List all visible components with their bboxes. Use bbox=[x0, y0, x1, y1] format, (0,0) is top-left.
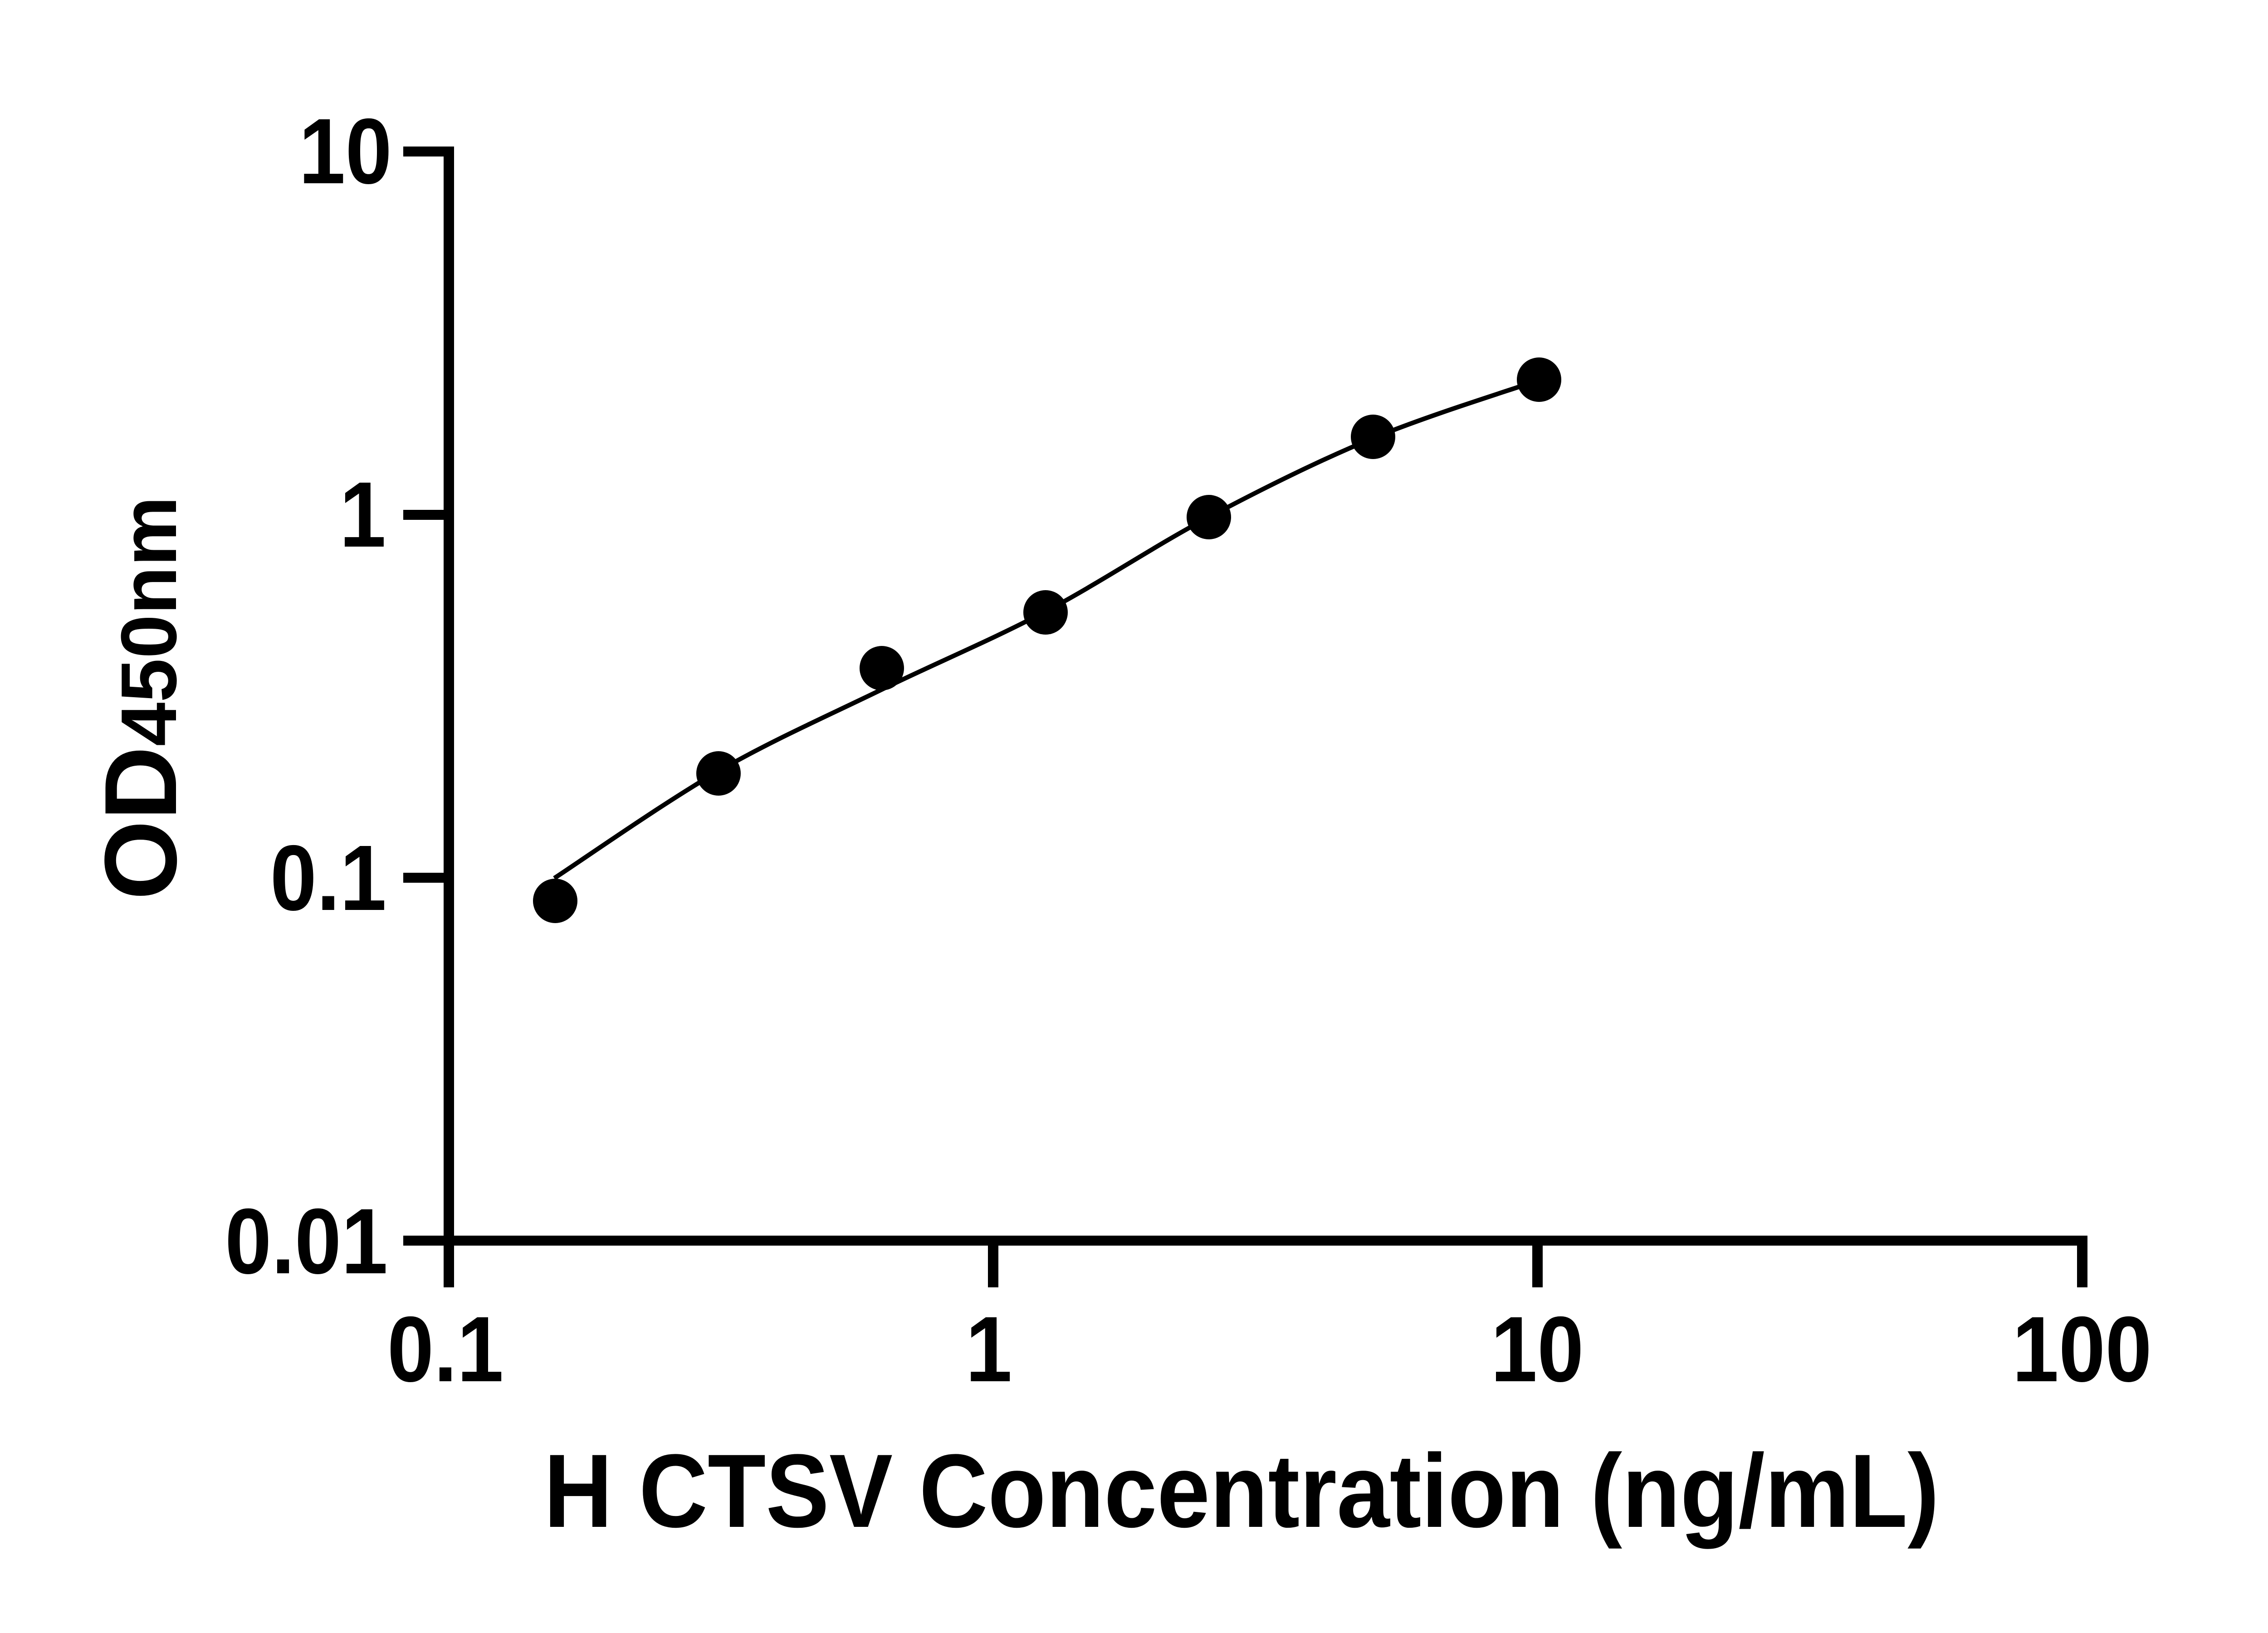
svg-text:H CTSV Concentration (ng/mL): H CTSV Concentration (ng/mL) bbox=[544, 1433, 1939, 1549]
svg-text:0.1: 0.1 bbox=[387, 1297, 503, 1401]
svg-text:1: 1 bbox=[339, 463, 386, 567]
svg-text:0.1: 0.1 bbox=[270, 826, 386, 930]
svg-text:10: 10 bbox=[1491, 1297, 1584, 1401]
svg-text:10: 10 bbox=[299, 99, 392, 203]
svg-text:100: 100 bbox=[2012, 1297, 2152, 1401]
svg-text:0.01: 0.01 bbox=[225, 1189, 388, 1293]
svg-text:1: 1 bbox=[966, 1297, 1012, 1401]
